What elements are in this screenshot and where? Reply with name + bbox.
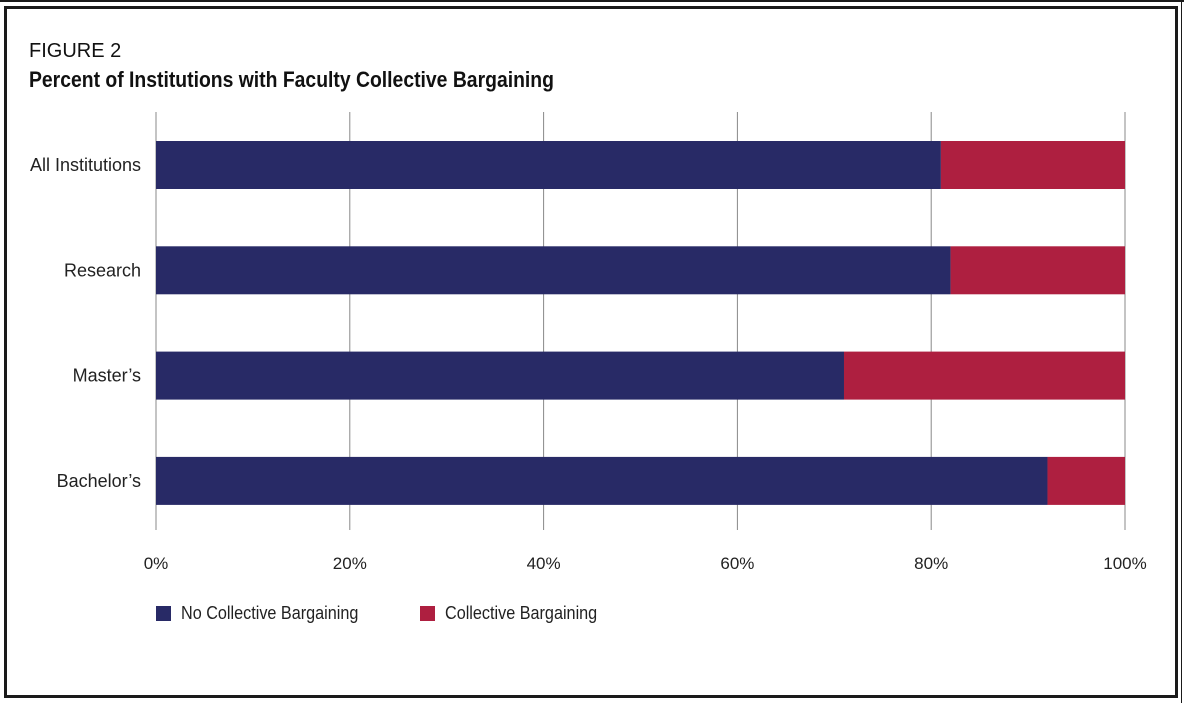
legend-swatch-collective-bargaining <box>420 606 436 621</box>
legend-label-no-collective-bargaining: No Collective Bargaining <box>181 603 359 623</box>
y-category-label: All Institutions <box>30 155 141 175</box>
x-tick-label: 100% <box>1103 554 1146 573</box>
x-tick-label: 40% <box>527 554 561 573</box>
axis-labels: 0% 20% 40% 60% 80% 100% All Institutions Resear… <box>30 155 1147 573</box>
chart-title: Percent of Institutions with Faculty Col… <box>29 67 554 92</box>
bar-no-collective-bargaining-2 <box>156 351 844 400</box>
x-tick-label: 60% <box>720 554 754 573</box>
bar-no-collective-bargaining-0 <box>156 141 941 189</box>
legend-item-collective-bargaining: Collective Bargaining <box>420 603 614 624</box>
x-tick-label: 0% <box>144 554 169 573</box>
legend-label-collective-bargaining: Collective Bargaining <box>445 603 598 623</box>
page-edge-right <box>1181 0 1182 703</box>
y-category-label: Bachelor’s <box>57 471 141 491</box>
y-category-label: Master’s <box>73 366 141 386</box>
bar-collective-bargaining-2 <box>843 351 1125 400</box>
figure-label: FIGURE 2 <box>29 40 122 62</box>
legend-swatch-no-collective-bargaining <box>156 606 171 621</box>
bar-series <box>156 141 1125 505</box>
y-category-label: Research <box>64 260 141 280</box>
bar-collective-bargaining-3 <box>1047 456 1125 505</box>
legend-item-no-collective-bargaining: No Collective Bargaining <box>156 603 378 624</box>
x-tick-label: 80% <box>914 554 948 573</box>
page-edge-top <box>0 0 1184 2</box>
bar-no-collective-bargaining-1 <box>156 246 951 295</box>
bar-no-collective-bargaining-3 <box>156 456 1048 505</box>
x-tick-label: 20% <box>333 554 367 573</box>
legend: No Collective Bargaining Collective Barg… <box>156 603 656 624</box>
bar-collective-bargaining-1 <box>950 246 1125 295</box>
bar-collective-bargaining-0 <box>940 141 1125 189</box>
